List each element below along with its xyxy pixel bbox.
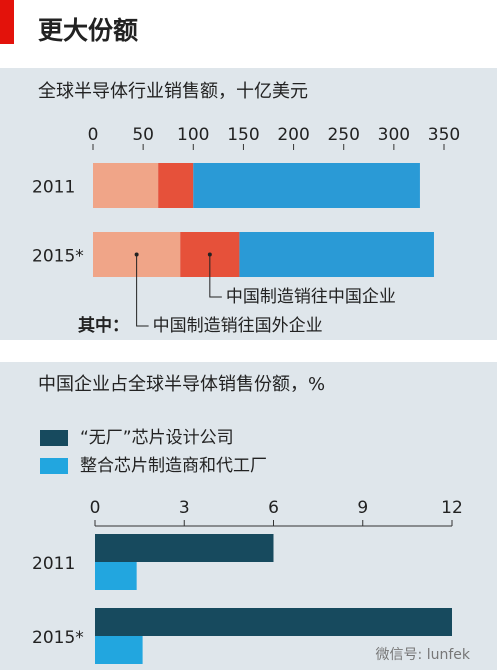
x-tick-label: 0	[90, 498, 101, 518]
bar	[95, 636, 143, 664]
red-mark	[0, 0, 14, 44]
x-tick-label: 200	[277, 125, 309, 145]
annotation: 其中：	[78, 315, 129, 336]
x-tick-label: 6	[268, 498, 279, 518]
x-tick-label: 150	[227, 125, 259, 145]
bar-segment	[158, 163, 194, 208]
x-tick-label: 350	[428, 125, 460, 145]
bar-segment	[193, 163, 420, 208]
legend-swatch	[40, 430, 68, 446]
x-tick-label: 9	[357, 498, 368, 518]
x-tick-label: 12	[441, 498, 463, 518]
legend-swatch	[40, 458, 68, 474]
watermark: 微信号: lunfek	[376, 647, 471, 663]
x-tick-label: 50	[132, 125, 154, 145]
x-tick-label: 3	[179, 498, 190, 518]
x-tick-label: 250	[327, 125, 359, 145]
y-tick-label: 2011	[32, 554, 75, 574]
chart-title: 中国企业占全球半导体销售份额，%	[38, 374, 325, 395]
y-tick-label: 2015*	[32, 247, 84, 267]
bar-segment	[239, 232, 434, 277]
legend-label: 中国制造销往中国企业	[226, 287, 396, 307]
legend-label: 中国制造销往国外企业	[153, 316, 323, 336]
y-tick-label: 2015*	[32, 628, 84, 648]
legend-label: “无厂”芯片设计公司	[80, 428, 234, 448]
bar-segment	[93, 163, 159, 208]
leader-line	[209, 254, 222, 298]
legend-label: 整合芯片制造商和代工厂	[80, 456, 267, 476]
bar	[95, 534, 274, 562]
x-tick-label: 300	[378, 125, 410, 145]
bar	[95, 608, 452, 636]
chart-title: 全球半导体行业销售额，十亿美元	[38, 81, 308, 102]
page-title: 更大份额	[38, 16, 138, 45]
x-tick-label: 100	[177, 125, 209, 145]
leader-line	[136, 254, 149, 327]
y-tick-label: 2011	[32, 178, 75, 198]
bar	[95, 562, 137, 590]
x-tick-label: 0	[88, 125, 99, 145]
